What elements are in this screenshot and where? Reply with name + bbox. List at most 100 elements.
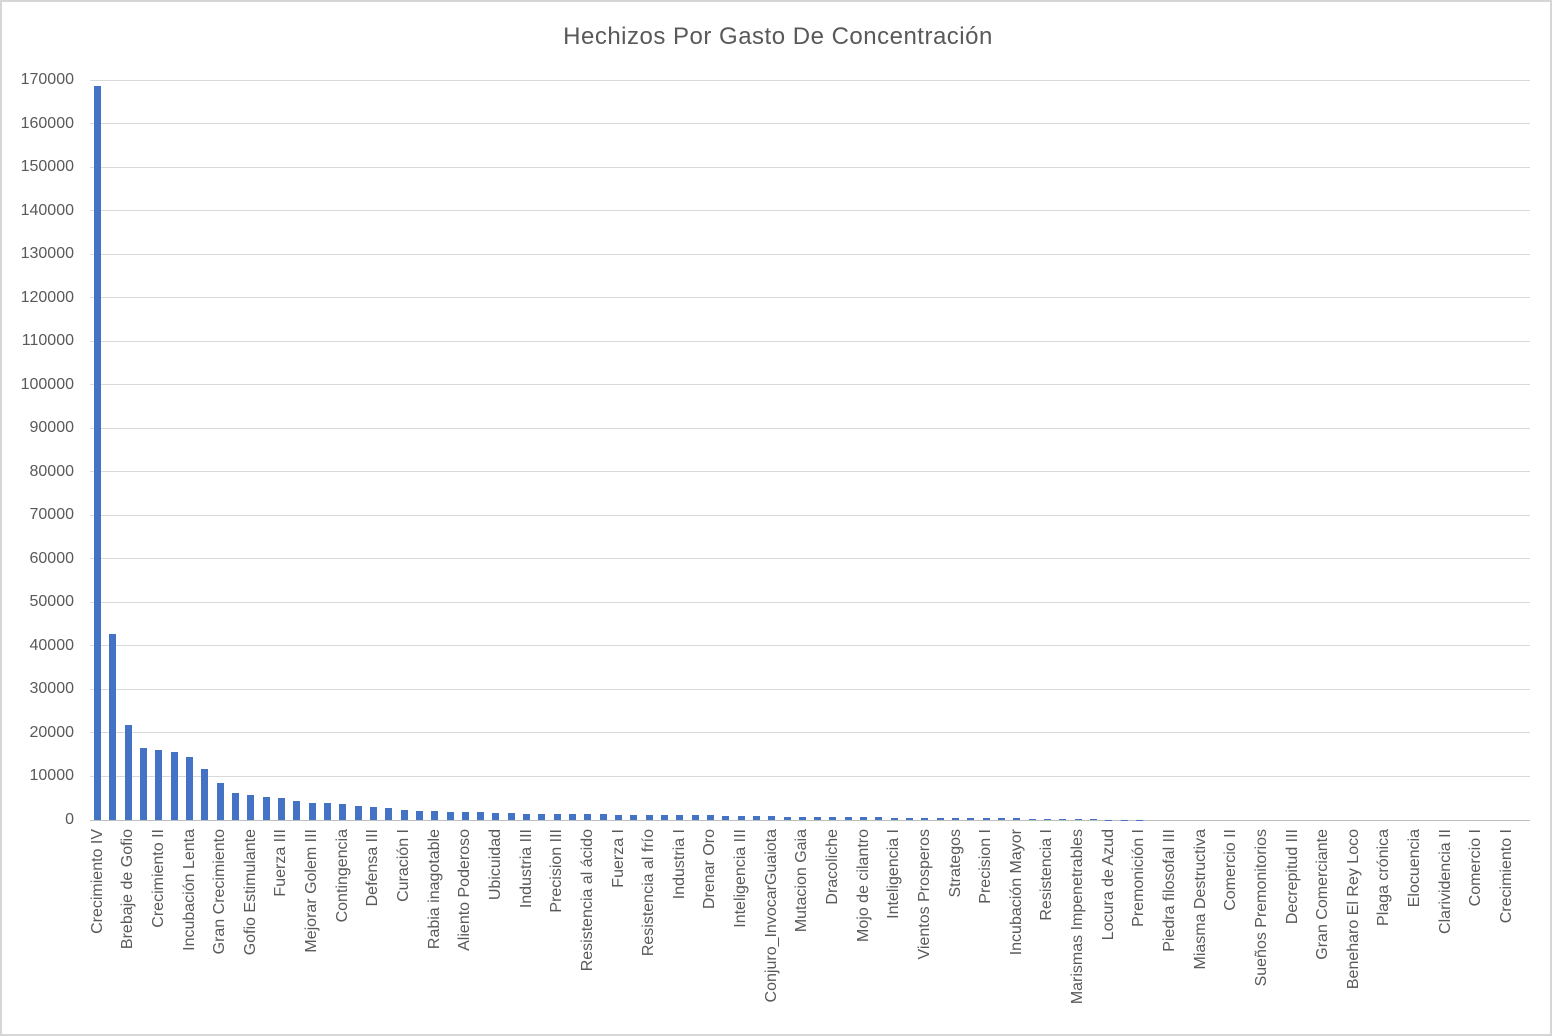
y-tick-label: 50000 [29,593,75,611]
x-tick-label: Decrepitud III [1283,829,1301,925]
x-tick-label: Miasma Destructiva [1191,829,1209,970]
bar [431,810,439,820]
x-axis-line [90,819,1530,821]
gridline [90,340,1530,342]
y-tick-label: 80000 [29,462,75,480]
x-tick-label: Drenar Oro [701,829,719,910]
gridline [90,427,1530,429]
gridline [90,775,1530,777]
bar [323,803,331,820]
bar [982,818,990,820]
x-tick-label: Incubación Mayor [1007,829,1025,956]
x-tick-label: Gran Comerciante [1314,829,1332,960]
bar [921,817,929,820]
gridline [90,601,1530,603]
gridline [90,123,1530,125]
y-tick-label: 100000 [20,375,74,393]
y-tick-label: 90000 [29,419,75,437]
gridline [90,514,1530,516]
bar [216,783,224,820]
bar [752,816,760,820]
bar [354,805,362,820]
bar [706,815,714,820]
bar [155,750,163,820]
bar [201,768,209,820]
bar [844,816,852,820]
x-tick-label: Beneharo El Rey Loco [1344,829,1362,990]
bar [446,811,454,820]
gridline [90,558,1530,560]
x-tick-label: Industria III [517,829,535,909]
gridline [90,645,1530,647]
gridline [90,166,1530,168]
bar [538,813,546,820]
bar [308,802,316,820]
y-tick-label: 110000 [21,332,74,350]
x-tick-label: Gran Crecimiento [211,829,229,955]
bar [477,812,485,820]
x-tick-label: Contingencia [333,829,351,923]
x-tick-label: Crecimiento IV [88,829,106,934]
bar [952,818,960,820]
bar [461,811,469,820]
x-tick-label: Sueños Premonitorios [1252,829,1270,987]
gridline [90,79,1530,81]
bar [798,816,806,820]
x-tick-label: Gofio Estimulante [241,829,259,956]
x-tick-label: Inteligencia I [885,829,903,919]
y-tick-label: 160000 [20,114,74,132]
bar [890,817,898,820]
x-tick-label: Resistencia I [1038,829,1056,921]
x-tick-label: Locura de Azud [1099,829,1117,941]
x-tick-label: Crecimiento I [1498,829,1516,924]
y-tick-label: 40000 [29,636,75,654]
x-tick-label: Strategos [946,829,964,898]
bar [997,818,1005,820]
y-tick-label: 140000 [20,201,74,219]
y-tick-label: 20000 [29,723,75,741]
x-tick-label: Precision I [977,829,995,904]
bar [1074,819,1082,820]
bar [630,814,638,820]
bar [232,792,240,820]
x-tick-label: Fuerza I [609,829,627,888]
x-tick-label: Mejorar Golem III [303,829,321,953]
bar [599,814,607,820]
bar [1059,819,1067,820]
bar [277,798,285,820]
chart-title: Hechizos Por Gasto De Concentración [563,23,993,50]
x-tick-label: Dracoliche [823,829,841,905]
bar [186,757,194,820]
bar [645,814,653,820]
x-tick-label: Crecimiento II [149,829,167,928]
x-tick-label: Conjuro_InvocarGuaiota [762,829,780,1003]
bar [737,815,745,820]
x-tick-label: Defensa III [364,829,382,907]
bar [722,815,730,820]
y-tick-label: 10000 [29,767,75,785]
bar [1043,818,1051,820]
x-tick-label: Comercio II [1222,829,1240,911]
bar [247,795,255,820]
bar [615,814,622,820]
bar [814,816,822,820]
x-tick-label: Inteligencia III [732,829,750,928]
x-tick-label: Rabia inagotable [425,829,443,950]
bar [385,808,393,820]
bar [553,813,561,820]
gridline [90,688,1530,690]
x-tick-label: Industria I [670,829,688,900]
gridline [90,253,1530,255]
bar [94,86,102,820]
x-tick-label: Marismas Impenetrables [1069,829,1087,1005]
x-tick-label: Piedra filosofal III [1161,829,1178,952]
bar [523,813,531,820]
gridline [90,297,1530,299]
x-tick-label: Brebaje de Gofio [119,829,137,950]
bar [584,814,592,820]
x-tick-label: Aliento Poderoso [456,829,474,951]
bar [660,814,668,820]
gridline [90,210,1530,212]
gridline [90,471,1530,473]
